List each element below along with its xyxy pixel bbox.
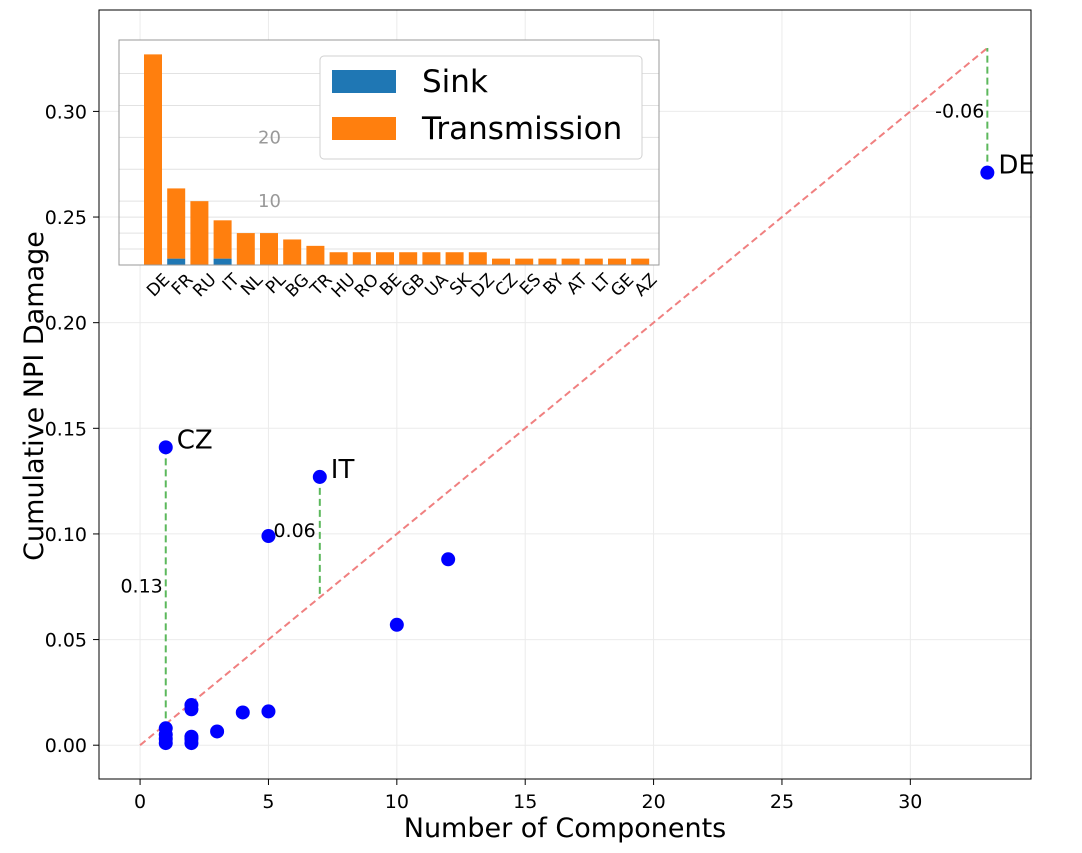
inset-y-tick-label: 10 — [258, 191, 281, 212]
legend-label: Sink — [422, 64, 488, 100]
inset-bar — [167, 258, 186, 265]
point-labels: CZ IT DE — [177, 151, 1035, 485]
scatter-point — [312, 469, 327, 484]
inset-x-tick-label: AT — [563, 270, 592, 299]
x-axis-label: Number of Components — [404, 813, 726, 844]
inset-bar — [260, 233, 278, 265]
inset-bar — [306, 245, 325, 265]
y-axis-label: Cumulative NPI Damage — [19, 231, 50, 561]
y-axis-ticks: 0.00 0.05 0.10 0.15 0.20 0.25 0.30 — [45, 101, 99, 757]
inset-bar — [352, 252, 371, 265]
inset-bar — [329, 252, 348, 265]
y-tick-label: 0.05 — [45, 630, 87, 652]
scatter-points — [158, 165, 995, 751]
inset-bar — [631, 258, 650, 265]
inset-bar — [492, 258, 510, 265]
inset-x-tick-labels: DEFRRUITNLPLBGTRHUROBEGBUASKDZCZESBYATLT… — [143, 269, 661, 302]
scatter-point — [261, 529, 276, 544]
inset-bars — [144, 54, 650, 265]
point-label: IT — [331, 455, 355, 485]
x-tick-label: 0 — [134, 791, 146, 813]
x-tick-label: 10 — [385, 791, 409, 813]
legend-swatch — [332, 70, 396, 93]
y-tick-label: 0.25 — [45, 207, 87, 229]
scatter-point — [158, 736, 173, 751]
inset-bar — [561, 258, 580, 265]
inset-x-tick-label: AZ — [631, 270, 662, 301]
y-tick-label: 0.30 — [45, 101, 87, 123]
residual-label: 0.13 — [120, 576, 162, 598]
inset-bar — [213, 220, 232, 259]
point-label: CZ — [177, 425, 213, 455]
legend-swatch — [332, 117, 396, 140]
x-tick-label: 25 — [770, 791, 794, 813]
point-label: DE — [998, 151, 1034, 181]
scatter-point — [210, 724, 225, 739]
y-tick-label: 0.20 — [45, 313, 87, 335]
scatter-point — [441, 552, 456, 567]
residual-labels: 0.13 -0.06 — [120, 100, 984, 597]
inset-bar — [236, 233, 255, 265]
inset-y-tick-label: 20 — [258, 127, 281, 148]
residual-lines — [164, 48, 989, 725]
inset-y-ticks: 10 20 — [258, 127, 281, 212]
inset-bar — [608, 258, 626, 265]
reference-line — [139, 47, 988, 746]
inset-bar — [468, 252, 487, 265]
inset-x-tick-label: RU — [189, 270, 220, 301]
scatter-point — [184, 736, 199, 751]
scatter-point — [184, 702, 199, 717]
y-tick-label: 0.15 — [45, 418, 87, 440]
legend-label: Transmission — [421, 111, 622, 147]
scatter-point — [389, 617, 404, 632]
inset-bar — [399, 252, 418, 265]
inset-frame — [118, 39, 660, 266]
x-tick-label: 20 — [641, 791, 665, 813]
scatter-point — [158, 440, 173, 455]
inset-bar — [167, 188, 186, 259]
inset-bar — [445, 252, 464, 265]
scatter-point — [261, 704, 276, 719]
inset-bar — [422, 252, 441, 265]
y-tick-label: 0.00 — [45, 735, 87, 757]
inset-bar — [213, 258, 232, 265]
inset-bar-chart: 10 20 DEFRRUITNLPLBGTRHUROBEGBUASKDZCZESB… — [118, 39, 661, 302]
annotations: 0.06 — [273, 520, 315, 542]
inset-bar — [376, 252, 394, 265]
residual-label: -0.06 — [935, 100, 984, 122]
inset-bar — [538, 258, 557, 265]
inset-bar — [283, 239, 302, 265]
inset-legend: Sink Transmission — [319, 55, 643, 160]
scatter-point — [980, 165, 995, 180]
main-plot-frame — [98, 9, 1032, 780]
inset-bar — [515, 258, 534, 265]
inset-bar — [190, 201, 209, 265]
inset-bar — [144, 54, 162, 265]
legend-box — [319, 55, 643, 160]
scatter-point — [235, 705, 250, 720]
x-axis-ticks: 0 5 10 15 20 25 30 — [134, 779, 922, 813]
x-tick-label: 15 — [513, 791, 537, 813]
inset-bar — [584, 258, 603, 265]
x-tick-label: 5 — [262, 791, 274, 813]
x-tick-label: 30 — [898, 791, 922, 813]
y-tick-label: 0.10 — [45, 524, 87, 546]
annotation-label: 0.06 — [273, 520, 315, 542]
